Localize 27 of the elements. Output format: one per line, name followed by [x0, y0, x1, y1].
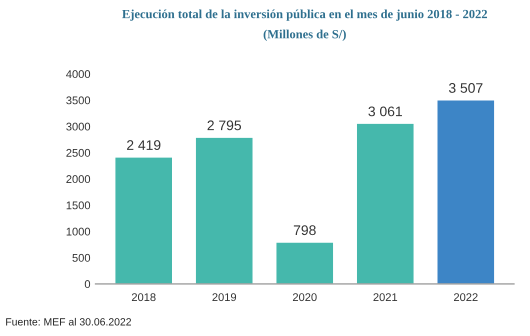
- bar: [114, 156, 174, 284]
- source-note: Fuente: MEF al 30.06.2022: [6, 318, 132, 326]
- x-tick-label: 2022: [454, 293, 478, 302]
- x-tick-label: 2018: [132, 293, 156, 302]
- bar: [436, 99, 496, 284]
- y-tick-label: 1000: [66, 228, 90, 236]
- x-tick-label: 2020: [292, 293, 317, 302]
- bar: [275, 241, 334, 284]
- y-tick-label: 4000: [66, 70, 90, 78]
- chart-title: Ejecución total de la inversión pública en el mes de junio 2018 - 2022: [122, 9, 488, 21]
- x-tick-label: 2019: [212, 293, 236, 302]
- data-label: 798: [294, 225, 316, 236]
- y-tick-label: 0: [84, 280, 90, 288]
- y-tick-label: 2000: [66, 175, 90, 184]
- data-label: 3 507: [448, 83, 482, 93]
- y-tick-label: 500: [72, 254, 90, 262]
- y-tick-label: 1500: [66, 201, 90, 210]
- bar: [194, 136, 254, 284]
- y-tick-label: 3000: [66, 122, 90, 131]
- y-tick-label: 2500: [66, 148, 90, 157]
- data-label: 2 419: [127, 140, 160, 150]
- data-label: 3 061: [368, 106, 402, 116]
- bar: [356, 122, 415, 284]
- data-label: 2 795: [208, 120, 242, 130]
- x-tick-label: 2021: [373, 293, 398, 302]
- chart-subtitle: (Millones de S/): [264, 30, 346, 41]
- y-tick-label: 3500: [66, 96, 90, 104]
